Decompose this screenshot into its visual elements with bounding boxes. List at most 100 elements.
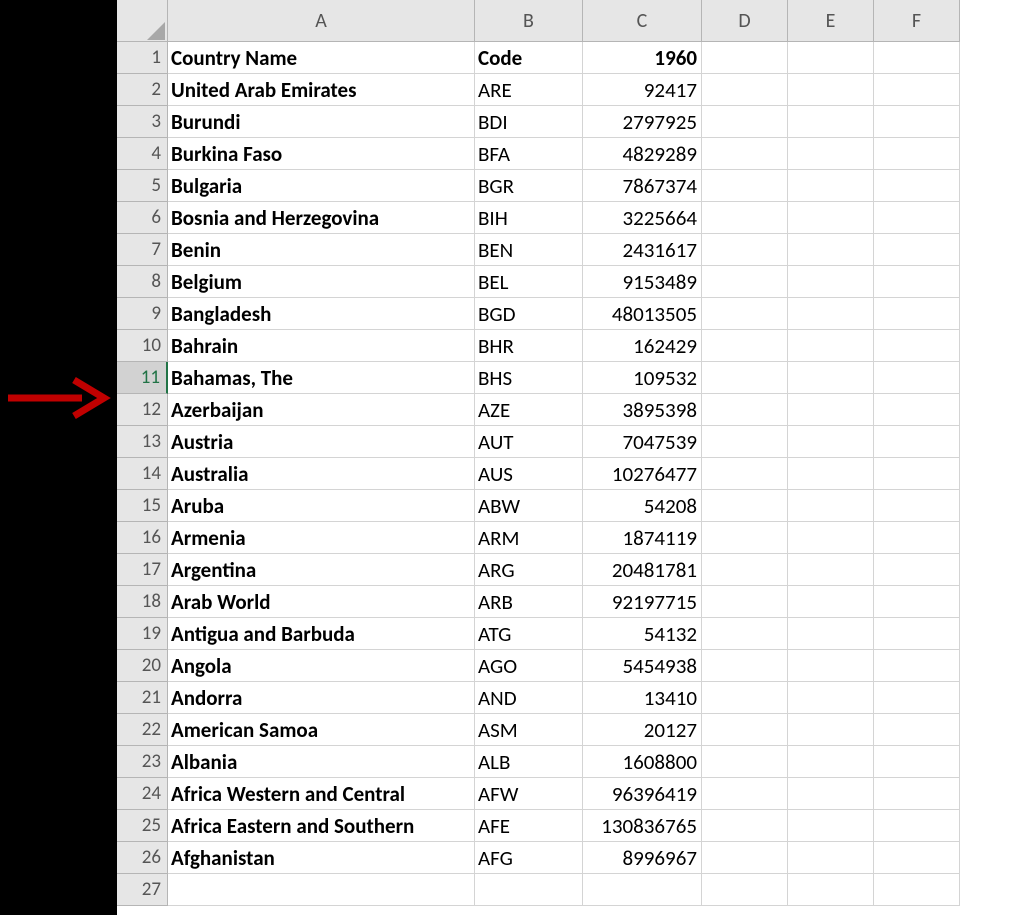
cell-C26[interactable]: 8996967 [583, 842, 702, 874]
row-header[interactable]: 17 [117, 554, 168, 586]
cell-E11[interactable] [788, 362, 874, 394]
cell-B10[interactable]: BHR [475, 330, 583, 362]
cell-B14[interactable]: AUS [475, 458, 583, 490]
cell-E14[interactable] [788, 458, 874, 490]
cell-A13[interactable]: Austria [168, 426, 475, 458]
cell-D20[interactable] [702, 650, 788, 682]
cell-C9[interactable]: 48013505 [583, 298, 702, 330]
cell-C6[interactable]: 3225664 [583, 202, 702, 234]
cell-E18[interactable] [788, 586, 874, 618]
cell-D11[interactable] [702, 362, 788, 394]
cell-D25[interactable] [702, 810, 788, 842]
cell-E6[interactable] [788, 202, 874, 234]
cell-C2[interactable]: 92417 [583, 74, 702, 106]
column-header-F[interactable]: F [874, 0, 960, 42]
cell-B25[interactable]: AFE [475, 810, 583, 842]
cell-F10[interactable] [874, 330, 960, 362]
cell-A6[interactable]: Bosnia and Herzegovina [168, 202, 475, 234]
cell-B11[interactable]: BHS [475, 362, 583, 394]
row-header[interactable]: 5 [117, 170, 168, 202]
cell-A22[interactable]: American Samoa [168, 714, 475, 746]
cell-A4[interactable]: Burkina Faso [168, 138, 475, 170]
cell-D6[interactable] [702, 202, 788, 234]
cell-F17[interactable] [874, 554, 960, 586]
cell-B18[interactable]: ARB [475, 586, 583, 618]
cell-A17[interactable]: Argentina [168, 554, 475, 586]
cell-B24[interactable]: AFW [475, 778, 583, 810]
cell-F26[interactable] [874, 842, 960, 874]
cell-B8[interactable]: BEL [475, 266, 583, 298]
cell-E5[interactable] [788, 170, 874, 202]
cell-F14[interactable] [874, 458, 960, 490]
cell-C17[interactable]: 20481781 [583, 554, 702, 586]
cell-D3[interactable] [702, 106, 788, 138]
cell-E20[interactable] [788, 650, 874, 682]
cell-B20[interactable]: AGO [475, 650, 583, 682]
cell-C27[interactable] [583, 874, 702, 906]
cell-D4[interactable] [702, 138, 788, 170]
cell-D21[interactable] [702, 682, 788, 714]
cell-E15[interactable] [788, 490, 874, 522]
cell-F18[interactable] [874, 586, 960, 618]
cell-E23[interactable] [788, 746, 874, 778]
cell-B1[interactable]: Code [475, 42, 583, 74]
cell-D23[interactable] [702, 746, 788, 778]
cell-A9[interactable]: Bangladesh [168, 298, 475, 330]
cell-A12[interactable]: Azerbaijan [168, 394, 475, 426]
cell-D26[interactable] [702, 842, 788, 874]
cell-A25[interactable]: Africa Eastern and Southern [168, 810, 475, 842]
cell-C13[interactable]: 7047539 [583, 426, 702, 458]
cell-F24[interactable] [874, 778, 960, 810]
cell-A14[interactable]: Australia [168, 458, 475, 490]
cell-C23[interactable]: 1608800 [583, 746, 702, 778]
cell-E2[interactable] [788, 74, 874, 106]
cell-B9[interactable]: BGD [475, 298, 583, 330]
cell-E17[interactable] [788, 554, 874, 586]
cell-F19[interactable] [874, 618, 960, 650]
cell-A2[interactable]: United Arab Emirates [168, 74, 475, 106]
cell-B12[interactable]: AZE [475, 394, 583, 426]
row-header[interactable]: 9 [117, 298, 168, 330]
cell-A7[interactable]: Benin [168, 234, 475, 266]
cell-F23[interactable] [874, 746, 960, 778]
cell-A1[interactable]: Country Name [168, 42, 475, 74]
cell-F25[interactable] [874, 810, 960, 842]
cell-B13[interactable]: AUT [475, 426, 583, 458]
row-header[interactable]: 1 [117, 42, 168, 74]
cell-E25[interactable] [788, 810, 874, 842]
cell-F16[interactable] [874, 522, 960, 554]
row-header[interactable]: 25 [117, 810, 168, 842]
cell-A15[interactable]: Aruba [168, 490, 475, 522]
cell-A26[interactable]: Afghanistan [168, 842, 475, 874]
cell-D12[interactable] [702, 394, 788, 426]
row-header[interactable]: 15 [117, 490, 168, 522]
column-header-C[interactable]: C [583, 0, 702, 42]
cell-E1[interactable] [788, 42, 874, 74]
cell-B17[interactable]: ARG [475, 554, 583, 586]
cell-D14[interactable] [702, 458, 788, 490]
cell-E3[interactable] [788, 106, 874, 138]
cell-F15[interactable] [874, 490, 960, 522]
cell-B15[interactable]: ABW [475, 490, 583, 522]
cell-B3[interactable]: BDI [475, 106, 583, 138]
cell-A18[interactable]: Arab World [168, 586, 475, 618]
cell-B26[interactable]: AFG [475, 842, 583, 874]
row-header[interactable]: 7 [117, 234, 168, 266]
cell-C14[interactable]: 10276477 [583, 458, 702, 490]
row-header[interactable]: 26 [117, 842, 168, 874]
cell-F6[interactable] [874, 202, 960, 234]
cell-E13[interactable] [788, 426, 874, 458]
cell-E21[interactable] [788, 682, 874, 714]
cell-D9[interactable] [702, 298, 788, 330]
cell-C4[interactable]: 4829289 [583, 138, 702, 170]
cell-C1[interactable]: 1960 [583, 42, 702, 74]
cell-E24[interactable] [788, 778, 874, 810]
cell-B21[interactable]: AND [475, 682, 583, 714]
cell-E19[interactable] [788, 618, 874, 650]
cell-A11[interactable]: Bahamas, The [168, 362, 475, 394]
column-header-D[interactable]: D [702, 0, 788, 42]
row-header[interactable]: 3 [117, 106, 168, 138]
cell-E16[interactable] [788, 522, 874, 554]
row-header[interactable]: 18 [117, 586, 168, 618]
cell-A24[interactable]: Africa Western and Central [168, 778, 475, 810]
